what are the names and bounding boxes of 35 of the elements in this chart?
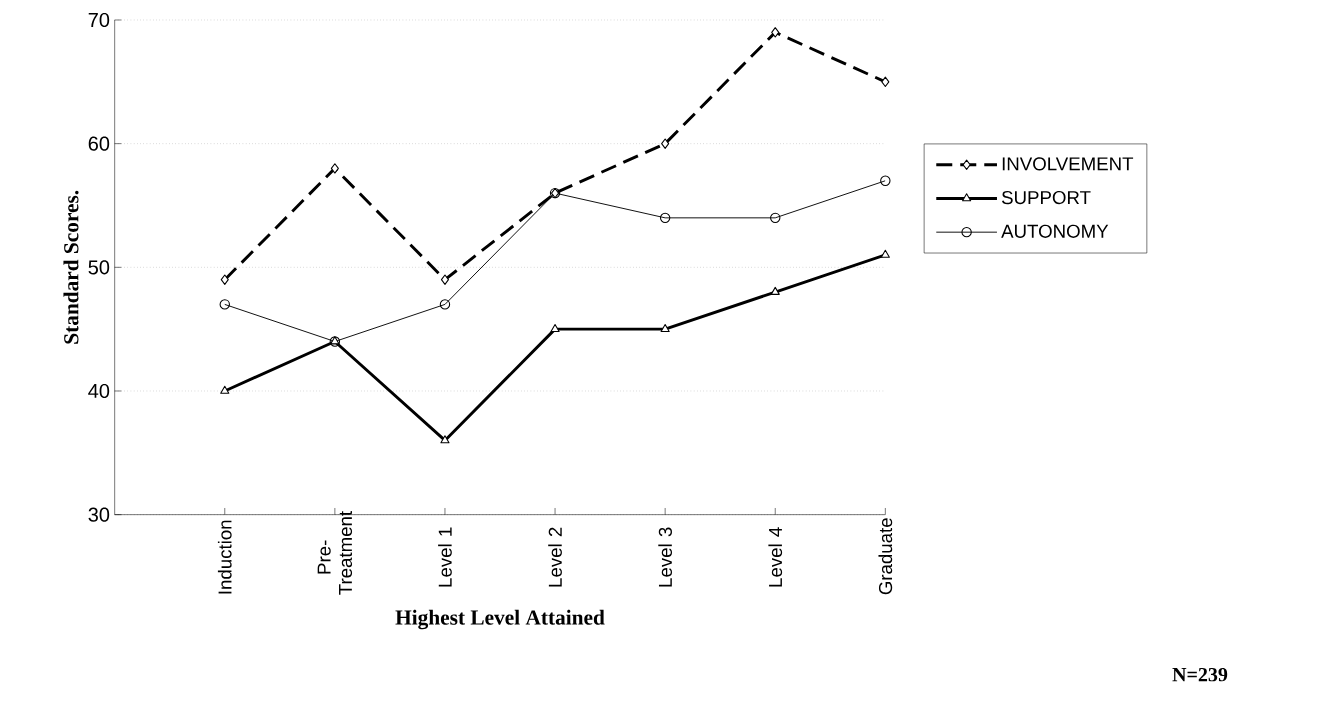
x-tick-label: Graduate — [878, 518, 893, 595]
point — [550, 323, 560, 333]
x-axis-title: Highest Level Attained — [395, 609, 605, 630]
point — [219, 299, 230, 310]
point — [880, 249, 890, 258]
point — [880, 175, 891, 186]
point — [440, 274, 449, 285]
point — [220, 385, 230, 394]
x-tick-label: Level 2 — [548, 527, 562, 587]
x-tick-label: Level 4 — [768, 527, 783, 587]
point — [770, 212, 781, 224]
point — [220, 274, 229, 285]
y-tick-label: 60 — [88, 136, 110, 151]
legend-label: INVOLVEMENT — [1002, 157, 1134, 171]
point — [439, 299, 451, 310]
legend-label: AUTONOMY — [1001, 224, 1109, 238]
point — [660, 323, 670, 333]
text: N=239 — [1172, 667, 1228, 682]
y-tick-label: 70 — [88, 12, 110, 28]
x-tick-label: Pre-Treatment — [317, 510, 353, 595]
point — [440, 435, 450, 444]
x-tick-label: Level 3 — [658, 527, 673, 587]
x-tick-label: Induction — [217, 520, 232, 594]
y-tick-label: 40 — [88, 383, 110, 399]
point — [661, 138, 670, 149]
point — [770, 286, 780, 295]
legend-label: SUPPORT — [1001, 190, 1091, 205]
y-tick-label: 30 — [88, 507, 110, 522]
point — [330, 163, 339, 174]
y-tick-label: 50 — [88, 260, 110, 275]
x-tick-label: Level 1 — [438, 527, 452, 587]
point — [771, 27, 780, 38]
point — [881, 76, 890, 88]
point — [659, 212, 671, 224]
y-axis-title: Standard Scores. — [63, 190, 79, 344]
